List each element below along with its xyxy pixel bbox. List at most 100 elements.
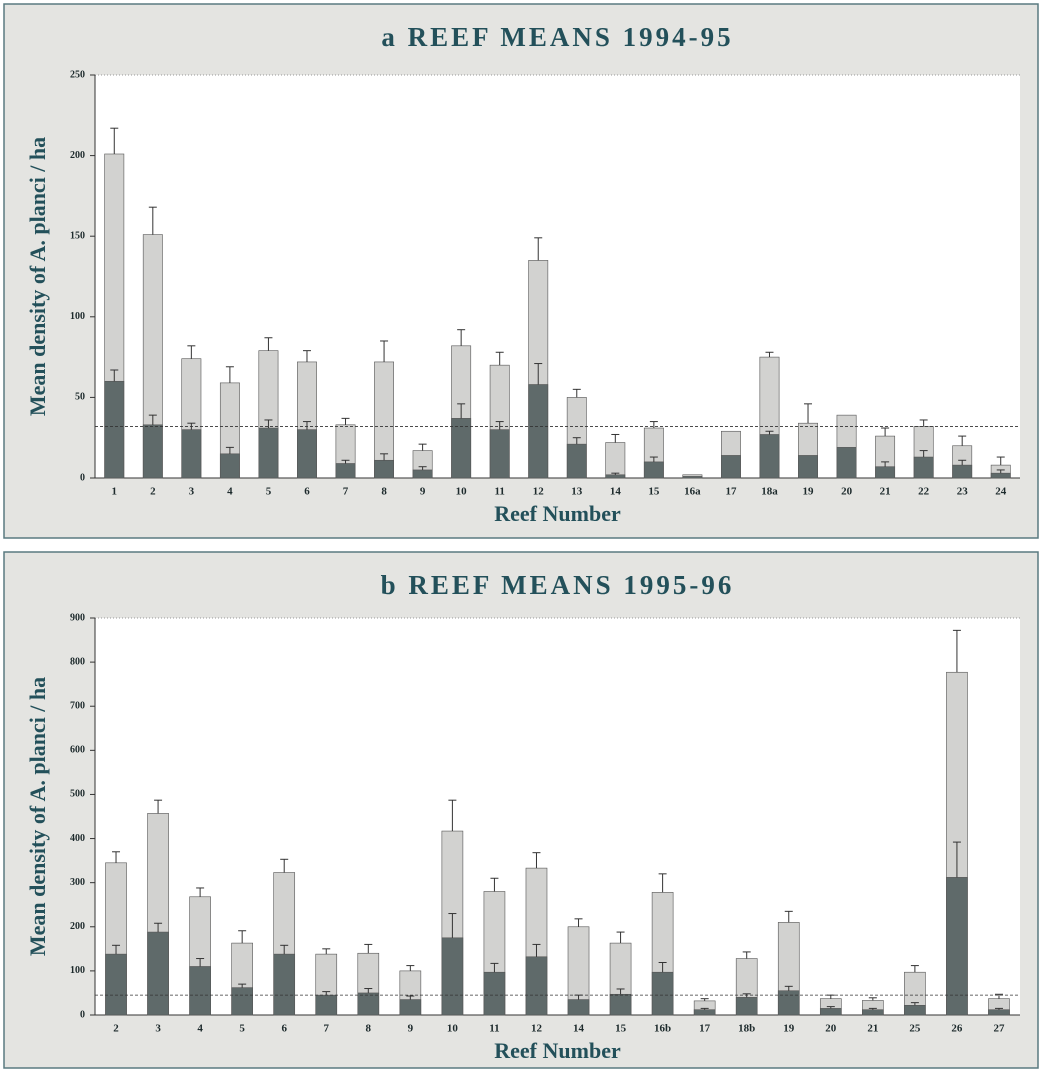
x-tick-label: 27 [993, 1023, 1005, 1035]
error-bar [448, 913, 457, 938]
bar [231, 987, 253, 1016]
x-tick-label: 11 [494, 486, 504, 498]
error-bar [280, 944, 289, 955]
error-bar [611, 433, 620, 443]
bar [528, 384, 549, 479]
error-bar [742, 951, 751, 959]
bar [875, 466, 896, 479]
bar [819, 1008, 842, 1016]
error-bar [919, 419, 928, 427]
error-bar [112, 944, 121, 955]
chart-title: a REEF MEANS 1994-95 [381, 22, 733, 52]
y-axis-label: Mean density of A. planci / ha [25, 677, 50, 956]
error-bar [765, 430, 774, 435]
bar [441, 937, 464, 1016]
bar [567, 999, 590, 1016]
x-tick-label: 11 [489, 1023, 499, 1035]
y-tick-label: 250 [70, 69, 85, 80]
error-bar [322, 991, 331, 996]
error-bar [826, 1006, 835, 1009]
x-tick-label: 4 [227, 486, 233, 498]
bar [315, 994, 338, 1016]
error-bar [490, 962, 499, 973]
y-tick-label: 50 [75, 392, 85, 403]
bar [181, 429, 202, 479]
error-bar [490, 877, 499, 892]
y-tick-label: 0 [80, 1009, 85, 1020]
error-bar [881, 427, 890, 437]
y-tick-label: 150 [70, 230, 85, 241]
error-bar [341, 417, 350, 425]
bar [335, 463, 356, 479]
x-tick-label: 24 [995, 486, 1007, 498]
bar [609, 993, 632, 1016]
bar [525, 956, 548, 1016]
bar [399, 999, 422, 1016]
error-bar [154, 922, 163, 933]
bar [273, 953, 296, 1016]
bar [605, 474, 626, 479]
y-tick-label: 600 [70, 745, 85, 756]
error-bar [611, 472, 620, 475]
y-tick-label: 0 [80, 472, 85, 483]
bar [566, 443, 587, 479]
error-bar [380, 340, 389, 362]
bar [862, 1009, 884, 1016]
error-bar [148, 206, 157, 235]
error-bar [380, 453, 389, 461]
error-bar [448, 799, 457, 832]
error-bar [994, 1007, 1003, 1010]
x-tick-label: 19 [783, 1023, 795, 1035]
y-tick-label: 500 [70, 789, 85, 800]
x-tick-label: 13 [571, 486, 583, 498]
bar [651, 971, 674, 1016]
x-axis-label: Reef Number [494, 501, 621, 526]
error-bar [958, 435, 967, 446]
x-tick-label: 14 [610, 486, 622, 498]
bar [798, 455, 818, 479]
y-tick-label: 300 [70, 877, 85, 888]
error-bar [534, 237, 543, 261]
x-tick-label: 18b [738, 1023, 755, 1035]
x-tick-label: 22 [918, 486, 930, 498]
bar [836, 447, 857, 479]
bar [219, 453, 240, 479]
x-tick-label: 8 [366, 1023, 372, 1035]
bar [946, 877, 968, 1016]
error-bar [264, 419, 273, 429]
error-bar [784, 910, 793, 923]
x-tick-label: 12 [531, 1023, 543, 1035]
error-bar [958, 459, 967, 466]
error-bar [457, 403, 466, 419]
x-tick-label: 3 [155, 1023, 161, 1035]
bar [759, 434, 780, 479]
error-bar [658, 962, 667, 973]
error-bar [700, 1007, 709, 1010]
error-bar [784, 985, 793, 991]
x-tick-label: 25 [909, 1023, 921, 1035]
error-bar [187, 345, 196, 359]
error-bar [154, 799, 163, 814]
bar [147, 931, 169, 1016]
bar [721, 455, 741, 479]
error-bar [495, 351, 504, 366]
error-bar [994, 993, 1003, 999]
error-bar [238, 930, 247, 944]
x-tick-label: 16b [654, 1023, 671, 1035]
x-tick-label: 2 [150, 486, 156, 498]
error-bar [225, 446, 234, 454]
error-bar [457, 329, 466, 346]
error-bar [996, 469, 1005, 474]
error-bar [341, 459, 350, 464]
plot-area [95, 75, 1020, 478]
error-bar [868, 997, 877, 1001]
error-bar [804, 403, 813, 424]
x-tick-label: 17 [699, 1023, 711, 1035]
x-axis-label: Reef Number [494, 1038, 621, 1063]
error-bar [532, 852, 541, 869]
bar [735, 997, 758, 1016]
error-bar [616, 931, 625, 944]
error-bar [868, 1007, 877, 1010]
y-tick-label: 700 [70, 701, 85, 712]
x-tick-label: 7 [324, 1023, 330, 1035]
